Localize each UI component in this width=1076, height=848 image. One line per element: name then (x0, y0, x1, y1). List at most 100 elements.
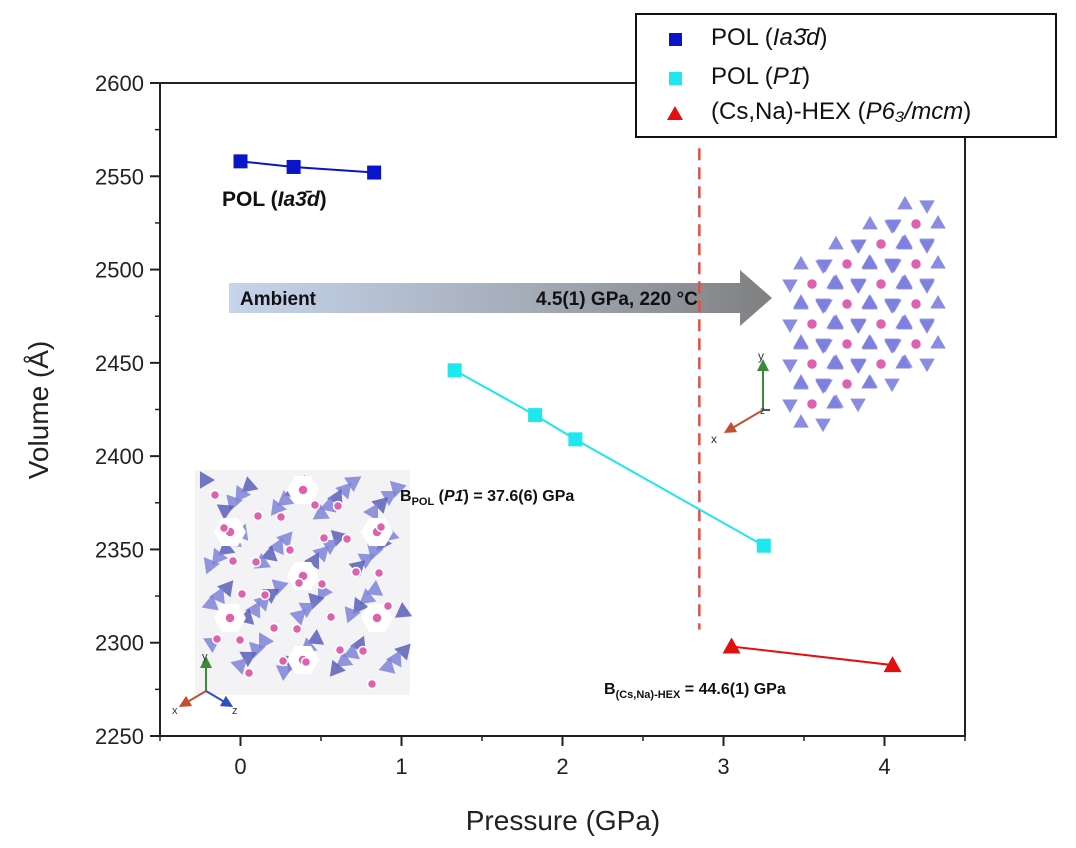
atom (373, 567, 385, 579)
tetrahedron (782, 319, 798, 333)
series-layer (233, 154, 902, 673)
tetrahedron (828, 235, 844, 250)
tetrahedron (817, 339, 833, 353)
tetrahedron (886, 259, 902, 273)
arrow-start-label: Ambient (240, 289, 317, 310)
atom (268, 622, 280, 634)
x-tick-label: 4 (878, 754, 890, 779)
tetrahedron (200, 471, 215, 489)
atom (316, 578, 328, 590)
tetrahedron (386, 650, 402, 668)
tetrahedron (371, 497, 389, 514)
legend-marker-triangle-icon (665, 102, 685, 122)
tetrahedron (930, 335, 946, 349)
tetrahedron (216, 504, 234, 520)
atom (371, 612, 383, 624)
bulk-pol-phase: P1̄ (444, 488, 468, 505)
data-point (286, 159, 301, 174)
tetrahedron (862, 295, 878, 310)
tetrahedron (793, 295, 809, 310)
tetrahedron (897, 354, 913, 368)
tetrahedron (828, 355, 844, 370)
atom (218, 522, 230, 534)
atom (805, 277, 819, 291)
tetrahedron (304, 552, 320, 570)
tetrahedron (851, 239, 867, 253)
tetrahedron (886, 299, 902, 313)
atom (805, 357, 819, 371)
tetrahedron (260, 545, 278, 562)
tetrahedron (897, 195, 913, 210)
bulk-hex-value: = 44.6(1) GPa (680, 681, 785, 698)
data-point (367, 165, 382, 180)
atom (341, 533, 353, 545)
tetrahedron (307, 629, 325, 645)
tetrahedron (209, 586, 225, 605)
y-tick-label: 2550 (95, 164, 144, 189)
pol-axis-y-label: y (202, 651, 208, 663)
tetrahedron (363, 503, 378, 521)
tetrahedron (828, 394, 844, 408)
tetrahedron (793, 414, 809, 428)
tetrahedron (862, 255, 878, 270)
tetrahedron (930, 295, 946, 309)
tetrahedron (241, 476, 259, 493)
tetrahedron (312, 545, 329, 563)
tetrahedron (230, 658, 248, 675)
atom (224, 612, 236, 624)
atom (334, 644, 346, 656)
hex-axis-z-label: z (760, 406, 765, 417)
x-tick-label: 0 (234, 754, 246, 779)
bulk-pol-sub: POL (412, 496, 435, 508)
atom (840, 257, 854, 271)
data-point (883, 656, 902, 673)
tetrahedron (321, 539, 339, 555)
atom (325, 611, 337, 623)
y-tick-label: 2400 (95, 444, 144, 469)
tetrahedron (919, 200, 935, 214)
atom (227, 555, 239, 567)
data-point (568, 432, 583, 447)
tetrahedron (268, 538, 284, 556)
atom (277, 655, 289, 667)
atom (234, 634, 246, 646)
atom (874, 277, 888, 291)
data-point (447, 363, 462, 378)
atom (350, 566, 362, 578)
y-tick-label: 2450 (95, 351, 144, 376)
data-point (756, 538, 771, 553)
tetrahedron (884, 378, 900, 393)
atom (252, 510, 264, 522)
tetrahedron (353, 596, 369, 615)
arrow-end-label: 4.5(1) GPa, 220 °C (536, 289, 698, 310)
tetrahedron (277, 490, 295, 507)
y-tick-label: 2300 (95, 631, 144, 656)
tetrahedron (886, 339, 902, 353)
y-tick-label: 2350 (95, 537, 144, 562)
tetrahedron (828, 275, 844, 290)
pol-axis-x-label: x (172, 705, 178, 717)
tetrahedron (239, 651, 257, 667)
tetrahedron (782, 359, 798, 373)
legend-item-pol-p1: POL (P1̄) (665, 60, 810, 94)
bulk-pol-mid: ( (434, 488, 444, 505)
tetrahedron (851, 279, 867, 293)
y-axis: 2250 2300 2350 2400 2450 2500 2550 2600 (95, 71, 160, 749)
transition-arrow (229, 270, 772, 326)
tetrahedron (793, 375, 809, 390)
data-point (528, 408, 543, 423)
pol-ia3d-annotation: POL (Ia3̄d) (222, 188, 327, 211)
atom (840, 337, 854, 351)
bulk-pol-value: ) = 37.6(6) GPa (464, 488, 575, 505)
legend-item-pol-ia3d: POL (Ia3̄d) (665, 21, 828, 55)
hex-axis-y-label: y (758, 349, 764, 363)
legend-marker-square-icon (665, 28, 685, 48)
series-line-1 (454, 369, 765, 547)
bulk-hex-sub: (Cs,Na)-HEX (616, 689, 681, 701)
atom (874, 357, 888, 371)
atom (805, 317, 819, 331)
tetrahedron (380, 491, 398, 506)
tetrahedron (793, 335, 809, 350)
bulk-hex-prefix: B (604, 681, 616, 698)
